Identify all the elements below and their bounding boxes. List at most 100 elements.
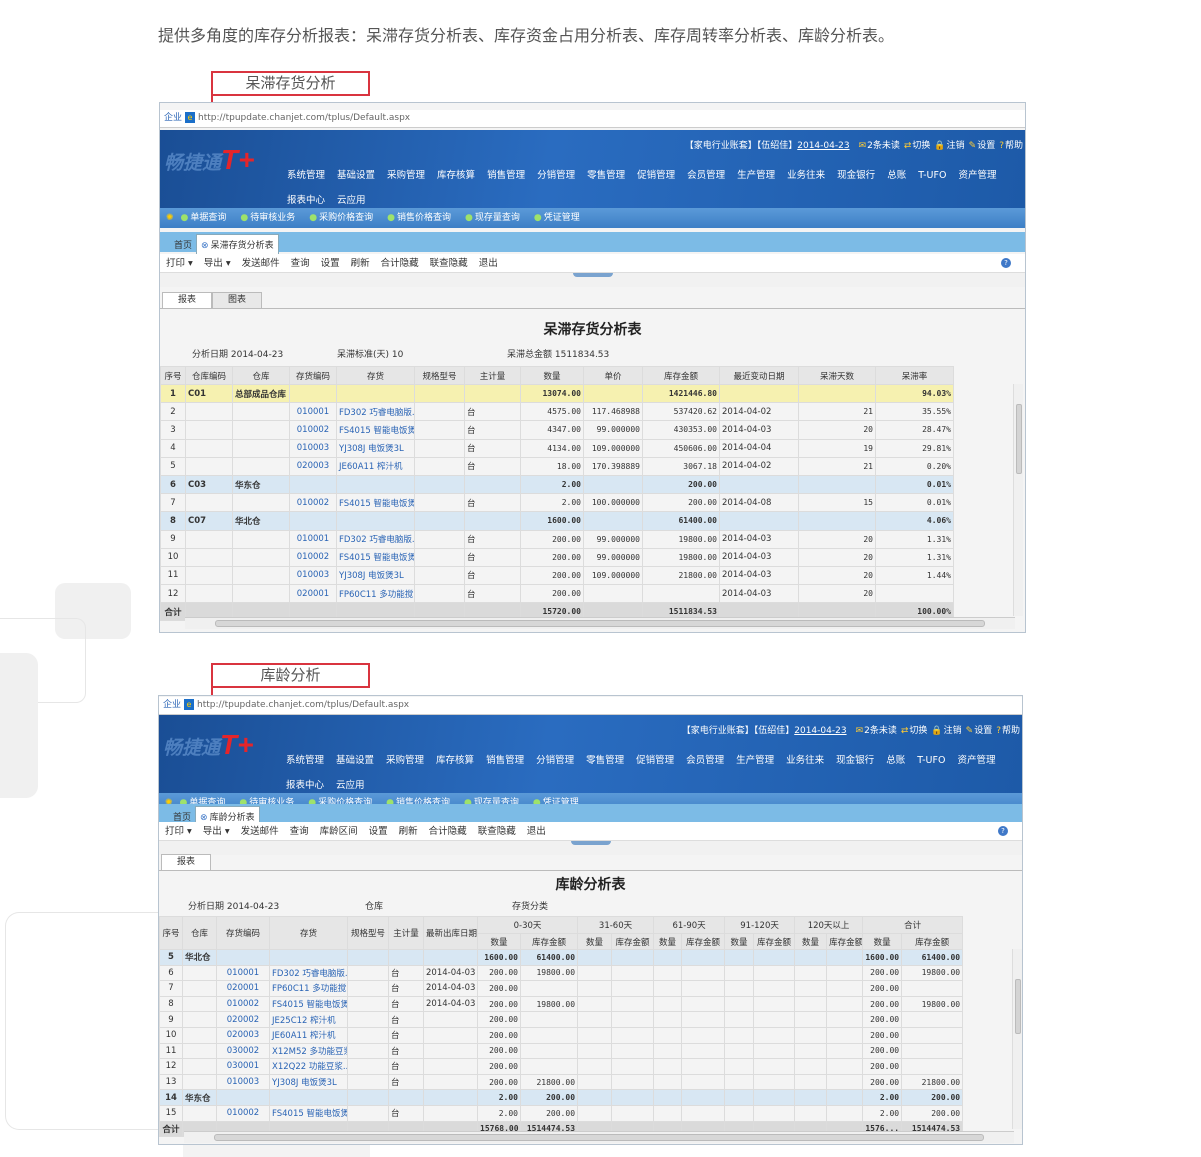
quick-link[interactable]: ● 待审核业务 — [240, 213, 302, 223]
menu-item[interactable]: T-UFO — [917, 755, 946, 766]
toolbar-button[interactable]: 导出 ▾ — [202, 826, 230, 837]
menu-item[interactable]: 分销管理 — [536, 755, 575, 766]
scroll-thumb[interactable] — [214, 1134, 984, 1141]
menu-item[interactable]: 报表中心 — [287, 195, 326, 206]
scroll-thumb[interactable] — [1016, 404, 1022, 474]
toolbar-button[interactable]: 刷新 — [398, 826, 418, 837]
menu-item[interactable]: 采购管理 — [386, 755, 425, 766]
menu-item[interactable]: 报表中心 — [286, 780, 325, 791]
table-cell[interactable]: 030001 — [216, 1058, 270, 1075]
user-link-2[interactable]: 🔒注销 — [931, 726, 961, 736]
column-header[interactable]: 最近变动日期 — [719, 366, 799, 385]
tab-home[interactable]: 首页 — [174, 241, 193, 251]
quick-link[interactable]: ● 采购价格查询 — [308, 798, 379, 808]
menu-item[interactable]: 库存核算 — [436, 755, 475, 766]
tab-report[interactable]: ⊗ 呆滞存货分析表 — [196, 234, 279, 255]
table-cell[interactable]: YJ308J 电饭煲3L — [336, 438, 415, 458]
table-cell[interactable]: FD302 巧睿电脑版... — [336, 529, 415, 549]
column-header[interactable]: 单价 — [583, 366, 643, 385]
collapse-handle[interactable] — [572, 273, 613, 277]
toolbar-button[interactable]: 合计隐藏 — [428, 826, 467, 837]
table-cell[interactable]: 010003 — [289, 565, 337, 586]
menu-item[interactable]: 资产管理 — [957, 755, 996, 766]
toolbar-button[interactable]: 设置 — [320, 258, 340, 269]
column-header[interactable]: 库存金额 — [753, 933, 796, 950]
total-row[interactable]: 合计 15720.00 1511834.53 100.00% — [160, 602, 954, 622]
table-cell[interactable]: FD302 巧睿电脑版... — [336, 402, 415, 422]
user-link-4[interactable]: ?帮助 — [999, 141, 1023, 151]
quick-link[interactable]: ● 待审核业务 — [239, 798, 301, 808]
vertical-scrollbar[interactable] — [1012, 949, 1022, 1129]
table-cell[interactable]: 020001 — [289, 584, 337, 604]
menu-item[interactable]: 会员管理 — [686, 755, 725, 766]
group-row[interactable]: 5 华北仓 1600.00 61400.00 1600.00 61400.00 — [159, 949, 964, 966]
column-header[interactable]: 规格型号 — [347, 916, 389, 950]
horizontal-scrollbar[interactable] — [185, 617, 1015, 629]
toolbar-button[interactable]: 退出 — [526, 826, 546, 837]
table-cell[interactable]: 010001 — [289, 402, 337, 422]
column-header[interactable]: 库存金额 — [642, 366, 720, 385]
menu-item[interactable]: 总账 — [886, 755, 906, 766]
collapse-handle[interactable] — [570, 841, 611, 845]
menu-item[interactable]: 生产管理 — [736, 755, 775, 766]
menu-item[interactable]: 系统管理 — [286, 755, 325, 766]
toolbar-button[interactable]: 设置 — [368, 826, 388, 837]
quick-link[interactable]: ● 销售价格查询 — [387, 213, 458, 223]
menu-item[interactable]: 零售管理 — [587, 170, 626, 181]
close-icon[interactable]: ⊗ — [201, 241, 209, 251]
table-cell[interactable]: 010003 — [289, 438, 337, 458]
table-row[interactable]: 12 020001 FP60C11 多功能搅... 台 200.00 2014-04-03… — [160, 584, 954, 604]
toolbar-button[interactable]: 查询 — [290, 258, 310, 269]
menu-item[interactable]: 促销管理 — [636, 755, 675, 766]
column-header[interactable]: 数量 — [862, 933, 903, 950]
toolbar-button[interactable]: 发送邮件 — [240, 826, 279, 837]
collapse-splitter[interactable] — [160, 273, 1025, 287]
table-cell[interactable]: 020002 — [216, 1011, 270, 1028]
report-tab[interactable]: 报表 — [161, 854, 211, 870]
column-header[interactable]: 呆滞天数 — [798, 366, 876, 385]
table-cell[interactable]: 010001 — [216, 964, 270, 982]
group-row[interactable]: 6 C03 华东仓 2.00 200.00 0.01% — [160, 474, 954, 495]
favorites-menu[interactable]: 企业 — [164, 113, 183, 123]
column-header[interactable]: 数量 — [653, 933, 683, 950]
table-row[interactable]: 11 010003 YJ308J 电饭煲3L 台 200.00 109.000000 218… — [160, 565, 954, 586]
table-row[interactable]: 10 020003 JE60A11 榨汁机 台 200.00 200.00 — [159, 1026, 964, 1044]
toolbar-button[interactable]: 导出 ▾ — [203, 258, 231, 269]
tab-home[interactable]: 首页 — [173, 813, 192, 823]
column-header[interactable]: 仓库编码 — [185, 366, 233, 385]
menu-item[interactable]: 库存核算 — [437, 170, 476, 181]
menu-item[interactable]: T-UFO — [918, 170, 947, 181]
column-header[interactable]: 数量 — [577, 933, 613, 950]
group-row[interactable]: 1 C01 总部成品仓库 13074.00 1421446.80 94.03% — [160, 383, 954, 404]
menu-item[interactable]: 分销管理 — [537, 170, 576, 181]
help-icon[interactable]: ? — [1001, 258, 1011, 268]
table-cell[interactable]: FS4015 智能电饭煲4L — [269, 995, 348, 1013]
menu-item[interactable]: 业务往来 — [787, 170, 826, 181]
table-cell[interactable]: JE60A11 榨汁机 — [269, 1026, 348, 1044]
menu-item[interactable]: 销售管理 — [486, 755, 525, 766]
quick-link[interactable]: ● 单据查询 — [180, 798, 233, 808]
toolbar-button[interactable]: 退出 — [478, 258, 498, 269]
table-cell[interactable]: X12M52 多功能豆浆机 — [269, 1042, 348, 1060]
table-cell[interactable]: FP60C11 多功能搅... — [336, 584, 415, 604]
horizontal-scrollbar[interactable] — [184, 1131, 1014, 1143]
column-header[interactable]: 库存金额 — [901, 933, 964, 950]
group-row[interactable]: 8 C07 华北仓 1600.00 61400.00 4.06% — [160, 511, 954, 531]
table-cell[interactable]: FS4015 智能电饭煲4L — [336, 493, 415, 513]
toolbar-button[interactable]: 打印 ▾ — [165, 826, 192, 837]
menu-item[interactable]: 基础设置 — [337, 170, 376, 181]
menu-item[interactable]: 资产管理 — [958, 170, 997, 181]
collapse-splitter[interactable] — [159, 841, 1022, 855]
column-header[interactable]: 主计量 — [464, 366, 521, 385]
menu-item[interactable]: 基础设置 — [336, 755, 375, 766]
table-row[interactable]: 4 010003 YJ308J 电饭煲3L 台 4134.00 109.000000 450… — [160, 438, 954, 458]
quick-link[interactable]: ● 现存量查询 — [465, 213, 527, 223]
table-row[interactable]: 9 010001 FD302 巧睿电脑版... 台 200.00 99.000000 198… — [160, 529, 954, 549]
scroll-thumb[interactable] — [215, 620, 985, 627]
report-tab[interactable]: 报表 — [162, 292, 212, 308]
table-cell[interactable]: FD302 巧睿电脑版... — [269, 964, 348, 982]
